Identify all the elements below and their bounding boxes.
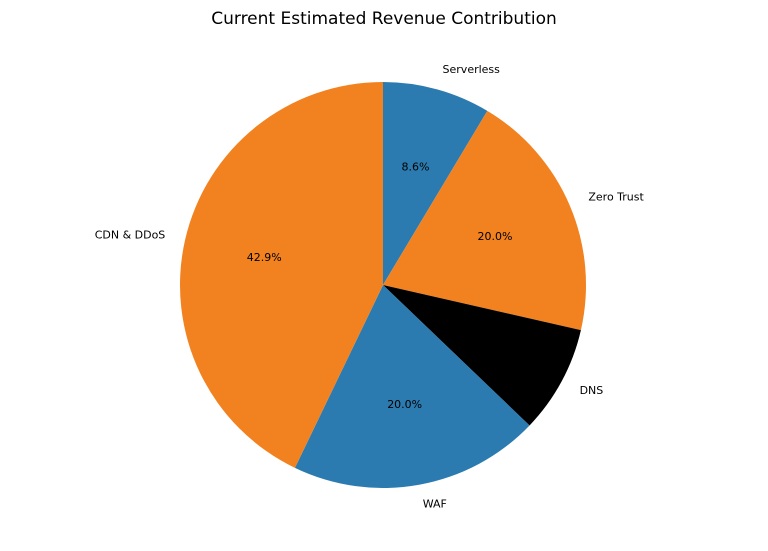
slice-label-dns: DNS — [580, 384, 604, 397]
slice-label-serverless: Serverless — [443, 63, 501, 76]
pct-label-zero-trust: 20.0% — [478, 230, 513, 243]
slice-label-zero-trust: Zero Trust — [588, 190, 644, 203]
pie-slice-waf — [294, 285, 530, 488]
pct-label-cdn-and-ddos: 42.9% — [247, 251, 282, 264]
pie-slice-dns — [383, 285, 581, 426]
pie-slice-cdn-and-ddos — [180, 82, 383, 468]
pie-labels: Serverless 8.6% Zero Trust 20.0% DNS WAF 20.0%… — [95, 63, 645, 511]
slice-label-cdn-and-ddos: CDN & DDoS — [95, 228, 166, 241]
pie-slice-serverless — [383, 82, 488, 285]
slice-label-waf: WAF — [423, 498, 447, 511]
pct-label-serverless: 8.6% — [402, 161, 430, 174]
pie-slices — [180, 82, 586, 488]
pct-label-waf: 20.0% — [387, 398, 422, 411]
pie-slice-zero-trust — [383, 110, 586, 331]
chart-title: Current Estimated Revenue Contribution — [211, 9, 557, 29]
